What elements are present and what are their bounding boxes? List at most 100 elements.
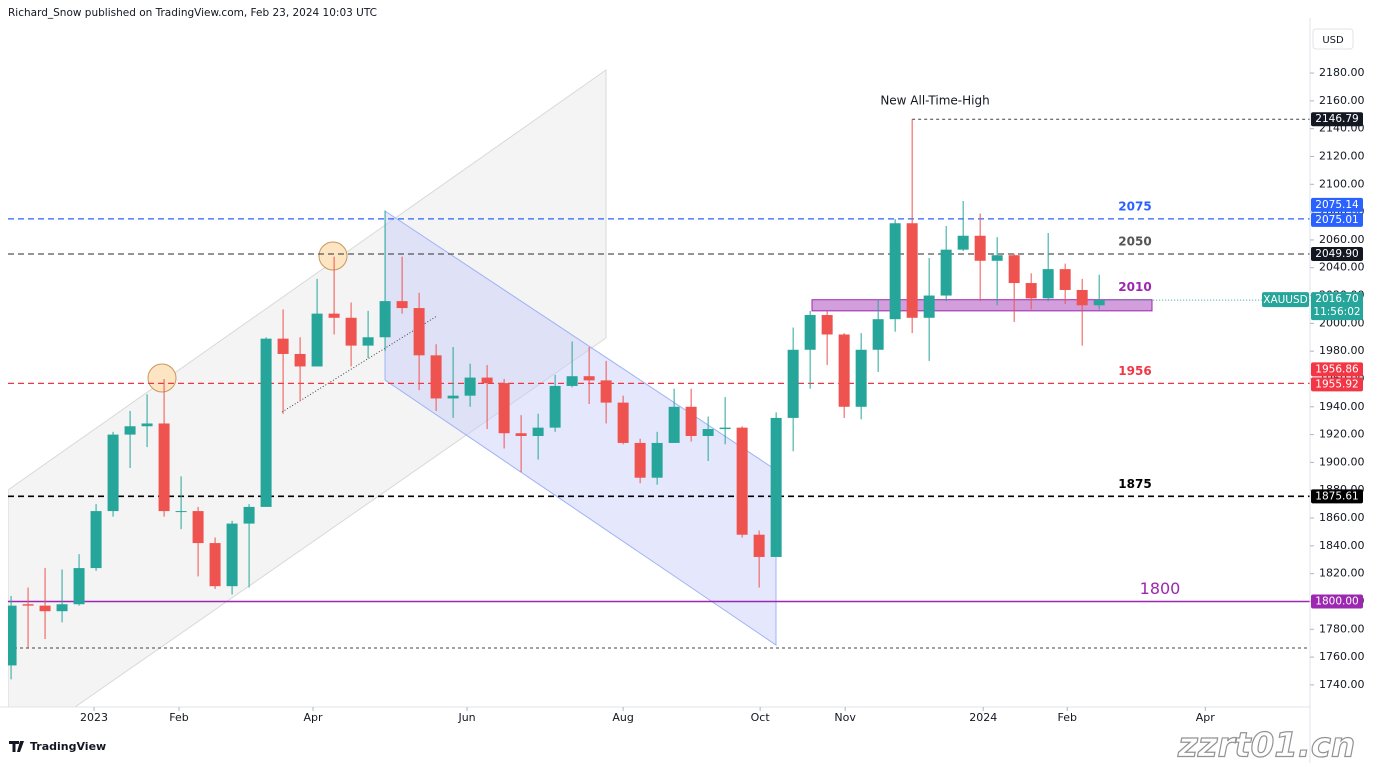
zone-label: 2010 [1118,280,1151,294]
y-tick-label: 2060.00 [1319,233,1365,246]
x-tick-label: 2024 [969,711,997,724]
candle-body [889,223,901,320]
candle-body [328,313,340,318]
candle-body [634,442,646,478]
candle-body [277,338,289,354]
candle-body [974,235,986,261]
level-label: 1800 [1140,579,1181,598]
candle-body [719,427,731,430]
marker-circle [147,363,177,393]
candle-body [855,349,867,407]
candle-body [39,605,51,612]
level-label: 1875 [1118,477,1151,491]
candle-body [413,308,425,356]
y-tick-label: 1820.00 [1319,567,1365,580]
y-tick-label: 1840.00 [1319,539,1365,552]
drawings [8,69,1310,707]
candles [8,119,1105,680]
ascending-channel [8,69,607,707]
price-tag-label: 2075.01 [1315,214,1358,226]
y-tick-label: 1780.00 [1319,622,1365,635]
candle-body [651,442,663,478]
candle-body [209,543,221,587]
candle-body [906,223,918,318]
candle-body [515,433,527,436]
price-tag [1311,212,1363,227]
candle-body [532,427,544,436]
candle-body [583,376,595,381]
y-tick-label: 2120.00 [1319,149,1365,162]
candle-body [1059,269,1071,290]
x-tick-label: Jun [457,711,475,724]
candle-body [549,385,561,428]
candle-body [923,295,935,318]
candle-body [345,317,357,346]
candle-body [447,395,459,399]
y-tick-label: 1900.00 [1319,455,1365,468]
price-tag-label: 1955.92 [1315,378,1358,390]
y-tick-label: 1940.00 [1319,400,1365,413]
price-tag [1311,489,1363,504]
candle-body [838,334,850,407]
x-tick-label: Feb [1057,711,1076,724]
y-tick-label: 2180.00 [1319,66,1365,79]
annotation: New All-Time-High [880,94,989,108]
price-tag [1311,246,1363,261]
price-tag-label: 1800.00 [1315,595,1358,607]
candle-body [617,402,629,443]
candle-body [821,315,833,335]
brand: TradingView [30,740,106,753]
candle-body [787,349,799,418]
candle-body [141,423,153,427]
candle-body [294,353,306,367]
level-label: 1956 [1118,364,1151,378]
last-price-tag [1311,292,1363,321]
candle-body [124,426,136,435]
marker-circle [318,241,348,271]
candle-body [362,337,374,346]
candle-body [226,523,238,587]
x-tick-label: 2023 [80,711,108,724]
x-tick-label: Oct [751,711,771,724]
level-label: 2050 [1118,234,1151,248]
price-tag [1311,362,1363,377]
x-tick-label: Apr [1196,711,1216,724]
candle-body [1093,300,1105,306]
candle-body [22,604,34,606]
candle-body [1008,255,1020,284]
price-tag [1311,377,1363,392]
candle-body [192,511,204,544]
candle-body [311,313,323,367]
y-tick-label: 2100.00 [1319,177,1365,190]
x-tick-label: Aug [612,711,633,724]
symbol-tag [1262,292,1309,308]
currency-box[interactable] [1312,28,1354,50]
x-tick-label: Nov [834,711,856,724]
candle-body [685,406,697,436]
currency: USD [1322,35,1344,46]
y-tick-label: 1920.00 [1319,428,1365,441]
candle-body [498,383,510,434]
candle-body [991,255,1003,261]
price-tag [1311,112,1363,127]
candle-body [736,427,748,535]
candle-body [175,511,187,513]
candle-body [430,355,442,399]
header: Richard_Snow published on TradingView.co… [8,7,377,19]
candle-body [379,301,391,338]
candle-body [668,406,680,443]
candle-body [56,604,68,612]
price-tag [1311,594,1363,609]
y-tick-label: 1740.00 [1319,678,1365,691]
trendline [281,315,438,413]
price-tag-label: 2075.14 [1315,199,1359,211]
candle-body [872,319,884,350]
candle-body [753,534,765,557]
candle-body [940,249,952,296]
candle-body [8,605,17,666]
watermark: zzrt01.cn [1177,726,1355,763]
candle-body [804,315,816,350]
candle-body [1025,283,1037,299]
price-tag-label: 1956.86 [1315,363,1359,375]
